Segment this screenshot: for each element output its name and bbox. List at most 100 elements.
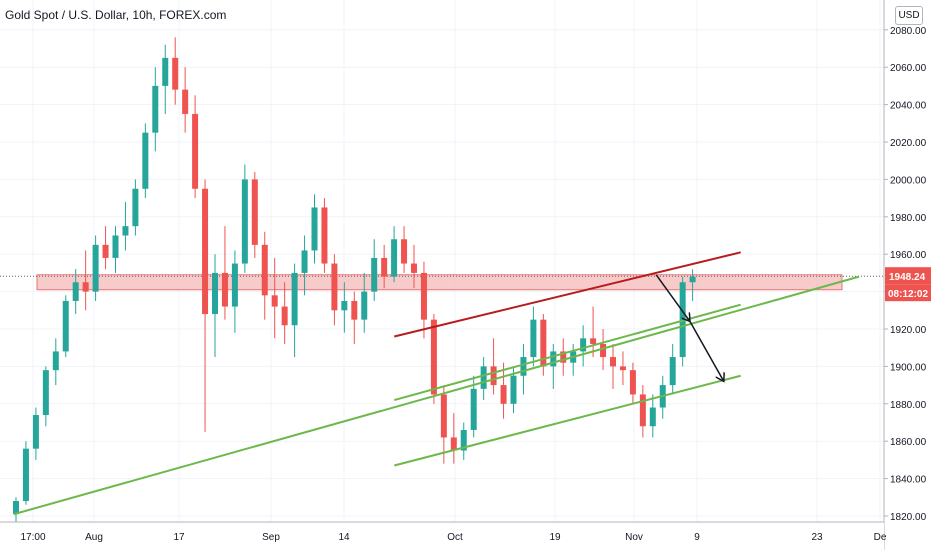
candle-body [301,250,308,273]
candle-body [391,239,398,277]
price-tick-label: 1920.00 [890,325,927,336]
time-tick-label: 17:00 [20,532,45,543]
candle-body [470,388,477,430]
time-tick-label: 17 [173,532,185,543]
candle-body [520,357,527,376]
time-tick-label: Oct [447,532,463,543]
candle-body [460,429,467,451]
price-tick-label: 1900.00 [890,362,927,373]
candle-body [321,207,328,264]
price-zone [36,274,843,291]
candle-body [490,366,497,386]
time-axis[interactable]: 17:00 Aug 17 Sep 14 Oct 19 Nov 9 23 De [0,521,887,550]
candle-body [142,132,149,189]
candle-body [231,263,238,307]
time-tick-label: Aug [85,532,103,543]
candle-body [22,448,29,502]
candle-body [221,272,228,307]
candle-body [122,226,129,236]
candle-body [341,300,348,311]
candle-body [510,375,517,404]
candle-body [610,357,616,367]
price-tick-label: 2080.00 [890,26,927,37]
candle-body [271,295,278,307]
candle-body [291,272,298,326]
candle-body [550,351,557,367]
candle-body [649,407,656,427]
candle-body [530,319,537,358]
time-tick-label: 9 [694,532,700,543]
candle-body [450,437,457,451]
last-price-tag: 1948.24 08:12:02 [885,267,931,302]
candle-body [381,257,388,277]
time-tick-label: Nov [625,532,643,543]
candle-body [82,282,89,292]
trendline-channel-upper [394,251,741,338]
chart-title: Gold Spot / U.S. Dollar, 10h, FOREX.com [5,8,227,22]
candle-body [182,89,189,114]
candle-body [132,188,139,227]
candle-body [42,370,49,416]
candle-body [212,272,218,315]
projection-arrow [655,274,690,322]
candle-body [172,57,179,90]
countdown-label: 08:12:02 [888,289,928,300]
price-tick-label: 1880.00 [890,400,927,411]
candle-body [162,57,169,86]
time-tick-label: 19 [549,532,561,543]
candle-body [560,351,567,363]
price-tick-label: 2060.00 [890,63,927,74]
countdown-box [885,284,931,302]
candle-body [311,207,318,251]
candle-body [500,385,507,404]
candle-body [420,272,427,320]
candle-body [261,244,268,296]
trendline-long-support [13,275,860,516]
candle-body [32,415,39,449]
candle-body [430,319,437,395]
candle-body [580,338,587,352]
candle-body [192,113,199,189]
price-tick-label: 1980.00 [890,213,927,224]
candle-body [590,338,597,344]
candle-body [62,300,69,352]
grid [0,0,884,522]
candle-body [102,244,109,258]
projection-arrow [689,321,724,382]
price-tick-label: 2040.00 [890,101,927,112]
candle-body [600,343,607,358]
time-tick-label: De [874,532,887,543]
time-tick-label: 14 [338,532,350,543]
candle-body [251,179,258,245]
candle-body [13,501,19,515]
price-tick-label: 1860.00 [890,437,927,448]
candle-body [411,263,417,273]
candle-body [241,179,248,264]
candles [13,37,696,526]
candle-body [619,366,626,371]
candle-body [281,306,288,326]
candle-body [371,257,378,292]
candle-body [92,244,99,292]
candle-body [52,351,59,371]
candle-body [152,85,159,133]
candle-body [689,276,696,283]
price-tick-label: 1820.00 [890,512,927,523]
candle-body [440,394,447,438]
price-tick-label: 1960.00 [890,250,927,261]
trendline-channel-lower [393,374,741,467]
candle-body [72,282,79,301]
currency-button[interactable]: USD [895,6,923,25]
candle-body [639,394,646,427]
time-tick-label: 23 [811,532,823,543]
candle-body [331,263,338,311]
projection-arrows [655,274,724,382]
trendlines [13,251,860,516]
time-tick-label: Sep [262,532,280,543]
candle-body [480,366,487,389]
candle-body [112,235,119,258]
candle-body [401,239,408,264]
last-price-label: 1948.24 [889,272,926,283]
candle-body [202,188,209,315]
